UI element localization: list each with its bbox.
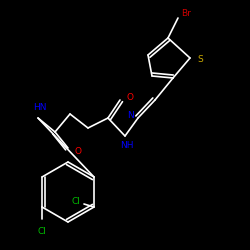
Text: S: S [197,56,203,64]
Text: NH: NH [120,142,134,150]
Text: N: N [127,112,134,120]
Text: O: O [126,94,134,102]
Text: Br: Br [181,10,191,18]
Text: Cl: Cl [38,226,46,235]
Text: HN: HN [33,104,47,112]
Text: O: O [74,148,82,156]
Text: Cl: Cl [72,198,80,206]
